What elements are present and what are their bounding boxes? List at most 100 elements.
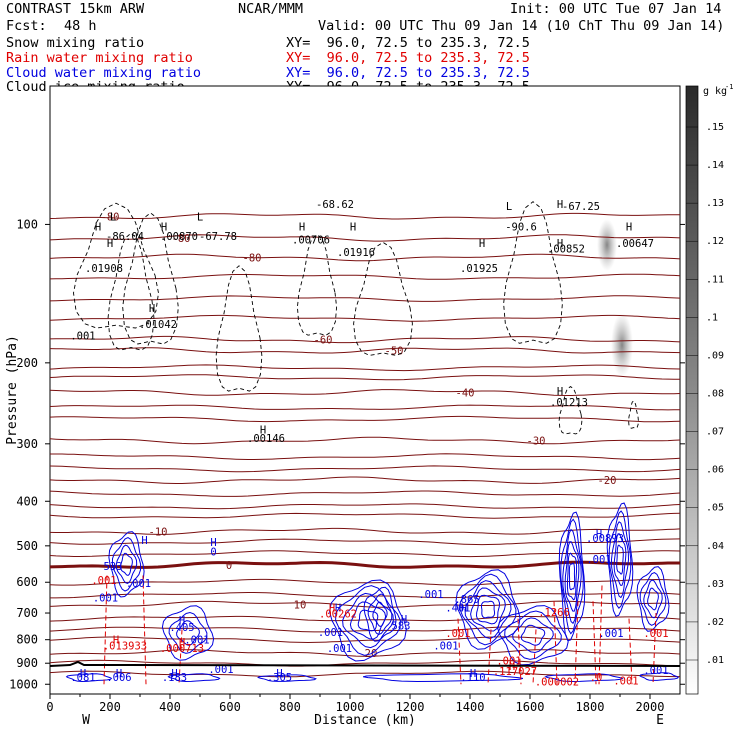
- cloud-water-label: H: [80, 668, 86, 680]
- ice-snow-label: L: [506, 201, 512, 213]
- isotherm-line: [50, 364, 680, 372]
- isotherm-line: [50, 374, 680, 381]
- cloud-water-contour: [335, 585, 401, 656]
- isotherm-line: [50, 649, 680, 657]
- ice-snow-label: H: [479, 238, 485, 250]
- isotherm-label: -80: [101, 211, 120, 223]
- ice-snow-label: H: [260, 425, 266, 437]
- ice-snow-label: .01908: [85, 263, 123, 275]
- cloud-water-contour: [497, 605, 569, 666]
- y-tick-label: 500: [16, 539, 38, 553]
- ice-snow-label: H: [149, 303, 155, 315]
- isotherm-line: [50, 436, 680, 445]
- cloud-water-contour: [616, 544, 624, 575]
- rain-contour: [487, 629, 492, 685]
- ice-snow-label: .01213: [550, 397, 588, 409]
- cloud-ice-contours: [73, 201, 639, 435]
- contour-labels: H533.001.001H0H.405.001H.001.001H583.001…: [70, 199, 668, 688]
- cloud-water-label: .081: [70, 672, 95, 684]
- rain-label: H: [329, 603, 335, 615]
- cloud-water-contour: [480, 600, 496, 619]
- cloud-water-label: .001: [126, 578, 151, 590]
- cloud-water-contour: [108, 531, 145, 598]
- cloud-water-contour: [367, 593, 393, 636]
- cloud-water-label: .110: [460, 672, 485, 684]
- rain-label: H: [509, 661, 515, 673]
- cloud-water-label: H: [179, 615, 185, 627]
- ice-snow-label: H: [107, 238, 113, 250]
- rain-label: .0: [590, 672, 603, 684]
- isotherm-line: [50, 490, 680, 497]
- x-tick-label: 200: [99, 700, 121, 714]
- colorbar-tick-label: .12: [706, 236, 724, 247]
- x-axis-west-label: W: [82, 713, 90, 728]
- cloud-water-label: H: [210, 537, 216, 549]
- ice-snow-label: -67.78: [199, 231, 237, 243]
- y-tick-label: 700: [16, 606, 38, 620]
- cloud-water-label: .305: [267, 672, 292, 684]
- cloud-water-label: .001: [318, 627, 343, 639]
- isotherm-line: [50, 465, 680, 473]
- plot-frame: [49, 85, 681, 695]
- isotherm-label: -40: [456, 387, 475, 399]
- x-tick-label: 2000: [636, 700, 665, 714]
- rain-label: .001: [496, 655, 521, 667]
- x-tick-label: 1400: [456, 700, 485, 714]
- rain-label: .000002: [535, 676, 579, 688]
- cloud-water-label: H: [335, 603, 341, 615]
- isotherm-line: [50, 295, 680, 302]
- ice-snow-label: H: [299, 221, 305, 233]
- cloud-water-label: H: [141, 535, 147, 547]
- cloud-water-label: .006: [106, 672, 131, 684]
- cloud-water-label: .865: [454, 594, 479, 606]
- cloud-water-contour: [639, 672, 679, 681]
- rain-contour: [652, 613, 657, 685]
- cloud-water-label: 0: [210, 547, 216, 559]
- rain-label: .001: [643, 628, 668, 640]
- isotherm-line: [50, 636, 680, 644]
- field-rain-xy: XY= 96.0, 72.5 to 235.3, 72.5: [286, 50, 530, 66]
- colorbar-unit-exponent: -1: [725, 83, 733, 91]
- isotherm-line: [50, 415, 680, 423]
- rain-contour: [574, 601, 579, 685]
- cloud-water-label: .001: [586, 554, 611, 566]
- colorbar-tick-label: .11: [706, 274, 724, 285]
- ice-snow-label: .01916: [337, 247, 375, 259]
- cloud-water-contour: [564, 541, 580, 612]
- x-tick-label: 1800: [576, 700, 605, 714]
- isotherm-line: [50, 389, 680, 396]
- rain-label: H: [179, 637, 185, 649]
- y-tick-label: 200: [16, 356, 38, 370]
- ice-snow-label: -86.04: [106, 231, 144, 243]
- x-tick-label: 0: [46, 700, 53, 714]
- rain-contour: [517, 618, 522, 685]
- cloud-water-label: 583: [392, 620, 411, 632]
- isotherm-label: -20: [598, 475, 617, 487]
- ice-snow-label: .00870: [160, 231, 198, 243]
- rain-label: .117027: [493, 666, 537, 678]
- cloud-water-label: .001: [208, 664, 233, 676]
- isotherm-line: [50, 503, 680, 510]
- x-tick-label: 800: [279, 700, 301, 714]
- ice-snow-label: H: [626, 221, 632, 233]
- isotherm-label: -80: [172, 233, 191, 245]
- cloud-water-contour: [115, 544, 138, 584]
- ice-snow-label: H: [161, 221, 167, 233]
- cloud-water-contour: [167, 673, 221, 683]
- cloud-water-contour: [475, 594, 501, 625]
- colorbar-unit: g kg: [703, 86, 727, 97]
- cloud-water-label: .405: [169, 622, 194, 634]
- x-tick-label: 1000: [336, 700, 365, 714]
- field-cloudwater-name: Cloud water mixing ratio: [6, 65, 202, 81]
- isotherm-line: [50, 347, 680, 354]
- rain-contour: [142, 575, 147, 685]
- ice-snow-label: H: [350, 221, 356, 233]
- isotherm-label: -50: [385, 345, 404, 357]
- cloud-water-contours: [65, 502, 679, 683]
- isotherm-label: -80: [243, 252, 262, 264]
- cloud-water-contour: [643, 579, 663, 619]
- ice-snow-label: H: [95, 221, 101, 233]
- cloud-water-label: 533: [104, 561, 123, 573]
- field-snow-name: Snow mixing ratio: [6, 35, 145, 51]
- cloud-water-contour: [568, 562, 576, 591]
